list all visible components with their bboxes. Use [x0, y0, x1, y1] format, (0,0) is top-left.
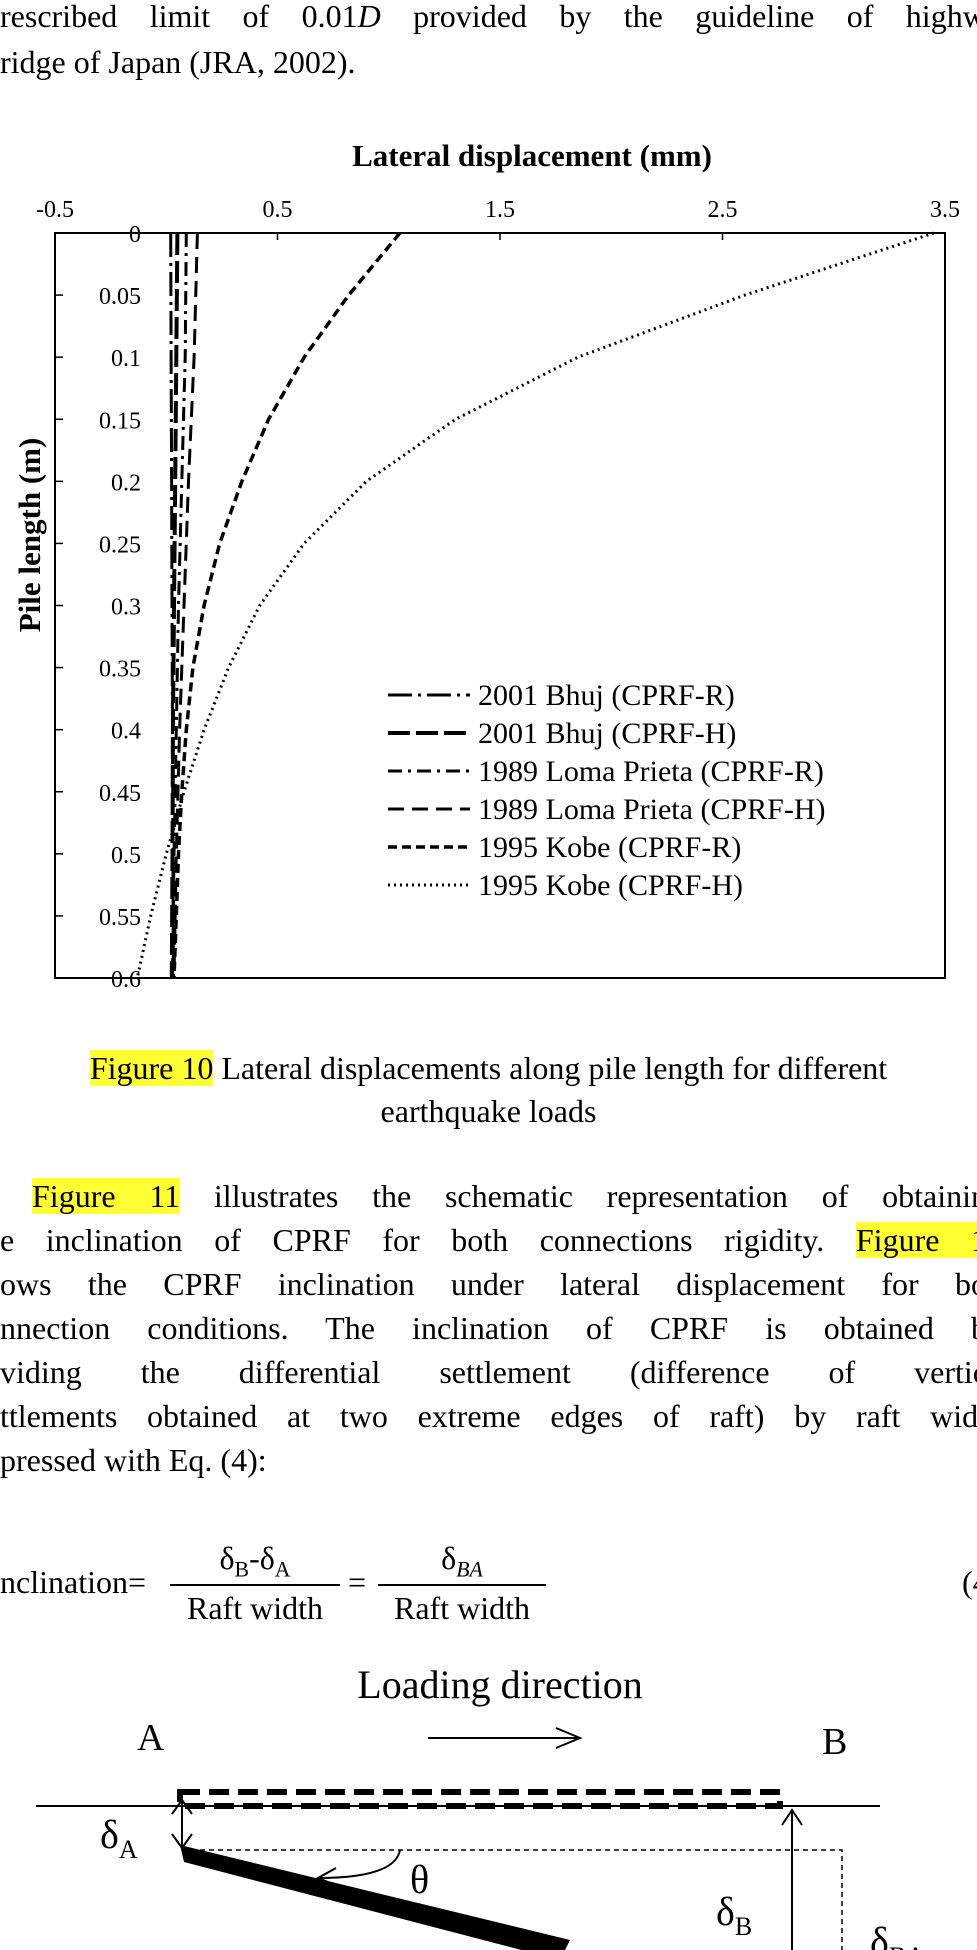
- theta-arc: [317, 1849, 401, 1879]
- body-line-4: nnection conditions. The inclination of …: [0, 1310, 977, 1346]
- legend-label: 1995 Kobe (CPRF-H): [478, 869, 743, 902]
- delta-b-symbol: δ: [716, 1889, 735, 1934]
- y-tick-label: 0.4: [111, 719, 141, 745]
- figure-10-chart: Lateral displacement (mm) Pile length (m…: [12, 138, 960, 993]
- y-tick-label: 0.5: [111, 843, 141, 869]
- figure-11-ref[interactable]: Figure 11: [32, 1178, 181, 1214]
- raft-reference-outline: [182, 1849, 843, 1950]
- legend-label: 1989 Loma Prieta (CPRF-H): [478, 793, 825, 826]
- delta-a-label: δA: [100, 1812, 138, 1864]
- intro-line-2: ridge of Japan (JRA, 2002).: [0, 44, 356, 80]
- equation-fraction-2: δBA Raft width: [378, 1540, 546, 1627]
- y-tick-label: 0.2: [111, 470, 141, 496]
- x-tick-label: -0.5: [36, 197, 74, 223]
- sub-b: B: [234, 1557, 250, 1582]
- y-tick-label: 0.3: [111, 595, 141, 621]
- label-b: B: [822, 1721, 847, 1763]
- y-tick-label: 0.45: [99, 781, 141, 807]
- inclined-raft: [180, 1845, 570, 1950]
- x-tick-label: 0.5: [263, 197, 293, 223]
- intro-line-1-var: D: [357, 0, 381, 34]
- series-line: [172, 231, 402, 979]
- figure-10-caption-text-2: earthquake loads: [380, 1093, 597, 1129]
- equation-denominator-1: Raft width: [187, 1590, 323, 1627]
- x-tick-label: 1.5: [485, 197, 515, 223]
- body-line-2: e inclination of CPRF for both connectio…: [0, 1222, 977, 1258]
- figure-11-schematic: Loading direction A B δA θ δB δBA: [36, 1662, 925, 1950]
- delta-ba-symbol: δ: [870, 1919, 889, 1950]
- delta-b-sub: B: [735, 1912, 752, 1941]
- body-line-3: ows the CPRF inclination under lateral d…: [0, 1266, 977, 1302]
- legend: 2001 Bhuj (CPRF-R) 2001 Bhuj (CPRF-H) 1989…: [388, 679, 825, 902]
- x-axis-label: Lateral displacement (mm): [352, 138, 712, 173]
- figure-12-ref[interactable]: Figure 1: [855, 1222, 977, 1258]
- y-tick-label: 0.35: [99, 657, 141, 683]
- y-tick-label: 0.25: [99, 532, 141, 558]
- equation-fraction-1: δB-δA Raft width: [170, 1540, 340, 1627]
- y-ticks: 0 0.05 0.1 0.15 0.2 0.25 0.3 0.35 0.4 0.45 0.5 0.55…: [55, 222, 141, 993]
- y-tick-label: 0.1: [111, 346, 141, 372]
- equation-numerator-1: δB-δA: [170, 1540, 340, 1587]
- y-tick-label: 0.15: [99, 408, 141, 434]
- plot-area: [54, 232, 946, 979]
- delta-a-sub: A: [119, 1835, 138, 1864]
- delta-ba-label: δBA: [870, 1919, 925, 1950]
- delta-b-label: δB: [716, 1889, 752, 1941]
- intro-line-1-end: provided by the guideline of highwa: [380, 0, 977, 34]
- equation-numerator-2: δBA: [378, 1540, 546, 1587]
- series-lines: [135, 231, 935, 979]
- equation-4: nclination= δB-δA Raft width = δBA Raft …: [0, 1540, 977, 1630]
- y-tick-label: 0: [129, 222, 141, 248]
- theta-label: θ: [410, 1857, 429, 1902]
- delta-ba-sub: BA: [889, 1942, 925, 1950]
- body-line-1b: Figure 11 illustrates the schematic repr…: [32, 1178, 977, 1214]
- series-line: [171, 232, 188, 979]
- equation-equals: =: [348, 1564, 367, 1600]
- intro-line-1-text: rescribed limit of 0.01: [0, 0, 358, 34]
- equation-number: (4: [962, 1564, 977, 1600]
- delta-b-arrow: [781, 1808, 803, 1950]
- body-line-2-start: e inclination of CPRF for both connectio…: [0, 1222, 856, 1258]
- label-a: A: [137, 1717, 165, 1759]
- legend-label: 1995 Kobe (CPRF-R): [478, 831, 741, 864]
- series-line: [135, 231, 935, 979]
- legend-label: 2001 Bhuj (CPRF-R): [478, 679, 735, 712]
- delta-a-symbol: δ: [100, 1812, 119, 1857]
- minus-delta: -δ: [249, 1540, 275, 1576]
- figure-10-label[interactable]: Figure 10: [89, 1050, 214, 1086]
- loading-direction-label: Loading direction: [357, 1662, 642, 1707]
- loading-direction-arrow: [428, 1727, 583, 1749]
- y-tick-label: 0.05: [99, 284, 141, 310]
- sub-ba: BA: [456, 1557, 483, 1582]
- x-tick-label: 2.5: [708, 197, 738, 223]
- equation-denominator-2: Raft width: [394, 1590, 530, 1627]
- series-line: [172, 232, 199, 979]
- body-line-6: ttlements obtained at two extreme edges …: [0, 1398, 977, 1434]
- body-line-1-rest: illustrates the schematic representation…: [180, 1178, 977, 1214]
- figure-10-caption-text-1: Lateral displacements along pile length …: [213, 1050, 888, 1086]
- x-ticks: -0.5 0.5 1.5 2.5 3.5: [36, 197, 960, 240]
- x-tick-label: 3.5: [930, 197, 960, 223]
- theta-arrowhead: [315, 1867, 339, 1887]
- y-tick-label: 0.6: [111, 967, 141, 993]
- legend-label: 2001 Bhuj (CPRF-H): [478, 717, 736, 750]
- equation-lhs: nclination=: [0, 1564, 147, 1600]
- sub-a: A: [274, 1557, 291, 1582]
- y-axis-label: Pile length (m): [12, 438, 47, 633]
- y-tick-label: 0.55: [99, 905, 141, 931]
- intro-line-1: rescribed limit of 0.01D provided by the…: [0, 0, 977, 32]
- figure-10-caption: Figure 10 Lateral displacements along pi…: [0, 1047, 977, 1133]
- delta-symbol: δ: [219, 1540, 235, 1576]
- delta-symbol-2: δ: [441, 1540, 457, 1576]
- raft-initial-position: [177, 1789, 783, 1809]
- body-line-7: pressed with Eq. (4):: [0, 1442, 267, 1478]
- delta-a-arrow: [171, 1798, 193, 1850]
- legend-label: 1989 Loma Prieta (CPRF-R): [478, 755, 824, 788]
- body-line-5: viding the differential settlement (diff…: [0, 1354, 977, 1390]
